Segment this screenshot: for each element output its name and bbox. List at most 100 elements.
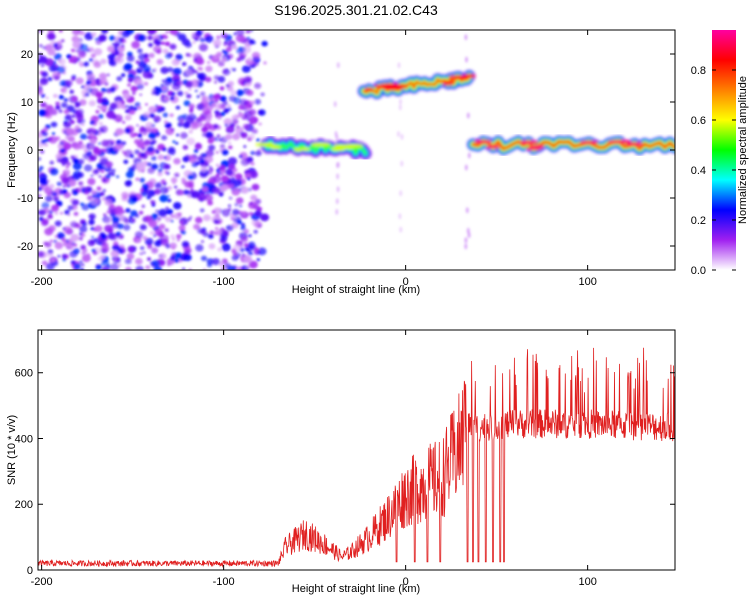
noise-speckle xyxy=(98,175,102,178)
spectrogram-y-label: Frequency (Hz) xyxy=(6,112,18,188)
noise-speckle xyxy=(254,198,262,205)
noise-speckle xyxy=(213,219,220,225)
noise-speckle xyxy=(55,105,61,110)
noise-speckle xyxy=(209,230,214,234)
noise-speckle xyxy=(254,82,262,89)
noise-speckle xyxy=(39,166,44,170)
noise-speckle xyxy=(67,136,75,143)
noise-speckle xyxy=(160,36,164,40)
noise-speckle xyxy=(186,137,196,146)
noise-speckle xyxy=(212,187,221,194)
snr-x-ticks: -200 -100 0 100 xyxy=(31,330,597,588)
noise-speckle xyxy=(109,87,116,93)
noise-speckle xyxy=(154,104,158,108)
noise-speckle xyxy=(65,127,75,136)
noise-speckle xyxy=(73,263,81,270)
noise-speckle xyxy=(252,203,260,210)
noise-speckle xyxy=(170,128,174,132)
noise-speckle xyxy=(133,132,138,137)
noise-speckle xyxy=(86,136,91,139)
noise-speckle xyxy=(172,181,176,185)
noise-speckle xyxy=(107,53,116,61)
noise-speckle xyxy=(251,183,260,191)
noise-speckle xyxy=(174,185,178,189)
noise-speckle xyxy=(130,168,134,171)
noise-speckle xyxy=(65,165,70,169)
noise-speckle xyxy=(100,259,110,267)
noise-speckle xyxy=(38,87,44,95)
noise-speckle xyxy=(41,102,45,106)
noise-speckle xyxy=(90,53,96,58)
noise-speckle xyxy=(80,123,85,127)
noise-speckle xyxy=(49,183,55,189)
noise-speckle xyxy=(162,86,167,91)
snr-background xyxy=(38,330,675,570)
noise-speckle xyxy=(151,247,159,254)
noise-speckle xyxy=(115,128,124,136)
colorbar: 0.0 0.2 0.4 0.6 0.8 Normalized spectral ampl… xyxy=(691,30,749,277)
noise-speckle xyxy=(81,254,91,263)
noise-speckle xyxy=(124,114,132,121)
noise-speckle xyxy=(336,161,340,168)
noise-speckle xyxy=(216,35,221,40)
noise-speckle xyxy=(220,57,227,63)
noise-speckle xyxy=(153,68,157,72)
noise-speckle xyxy=(71,76,76,81)
noise-speckle xyxy=(72,41,81,49)
noise-speckle xyxy=(196,72,200,75)
noise-speckle xyxy=(90,198,99,206)
noise-speckle xyxy=(230,89,237,96)
noise-speckle xyxy=(62,258,66,262)
track-peak xyxy=(374,84,385,89)
noise-speckle xyxy=(137,48,143,54)
noise-speckle xyxy=(78,140,83,145)
noise-speckle xyxy=(206,61,211,64)
noise-speckle xyxy=(53,239,58,244)
noise-speckle xyxy=(177,90,184,97)
noise-speckle xyxy=(214,215,220,221)
noise-speckle xyxy=(122,92,131,100)
noise-speckle xyxy=(400,160,404,167)
noise-speckle xyxy=(218,138,222,142)
noise-speckle xyxy=(90,227,95,231)
y-tick-label: 400 xyxy=(15,433,33,445)
noise-speckle xyxy=(188,87,192,91)
noise-speckle xyxy=(145,215,153,222)
noise-speckle xyxy=(142,131,148,136)
noise-speckle xyxy=(105,146,114,154)
noise-speckle xyxy=(225,168,233,176)
noise-speckle xyxy=(93,148,102,156)
noise-speckle xyxy=(98,125,108,134)
noise-speckle xyxy=(70,221,78,228)
noise-speckle xyxy=(114,56,124,64)
noise-speckle xyxy=(63,98,69,102)
noise-speckle xyxy=(467,152,471,159)
noise-speckle xyxy=(233,97,242,105)
noise-speckle xyxy=(127,73,135,80)
noise-speckle xyxy=(109,263,119,270)
noise-speckle xyxy=(465,207,469,214)
noise-speckle xyxy=(68,180,76,187)
noise-speckle xyxy=(170,96,175,101)
noise-speckle xyxy=(94,225,103,233)
noise-speckle xyxy=(207,138,214,144)
noise-speckle xyxy=(104,198,113,206)
noise-speckle xyxy=(120,38,127,44)
noise-speckle xyxy=(145,265,151,270)
track-peak xyxy=(301,147,310,152)
noise-speckle xyxy=(223,118,232,126)
noise-speckle xyxy=(205,194,214,202)
noise-speckle xyxy=(107,195,114,201)
noise-speckle xyxy=(464,237,468,244)
noise-speckle xyxy=(106,210,111,214)
noise-speckle xyxy=(146,162,152,167)
noise-speckle xyxy=(79,99,87,106)
noise-speckle xyxy=(130,155,135,159)
noise-speckle xyxy=(38,194,42,199)
noise-speckle xyxy=(204,155,214,164)
noise-speckle xyxy=(53,192,58,196)
noise-speckle xyxy=(199,170,208,178)
noise-speckle xyxy=(47,30,55,34)
noise-speckle xyxy=(46,251,54,258)
noise-speckle xyxy=(87,188,92,192)
